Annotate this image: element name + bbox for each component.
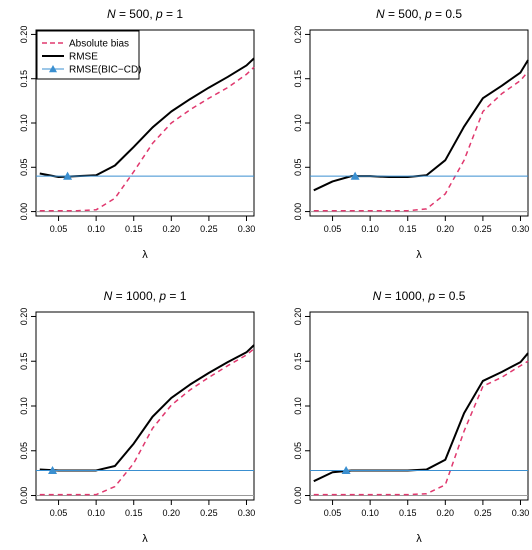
legend-entry-rmse: RMSE [69, 52, 98, 63]
y-tick-label: 0.10 [19, 397, 29, 415]
x-tick-label: 0.25 [474, 508, 492, 518]
x-tick-label: 0.05 [50, 508, 68, 518]
x-tick-label: 0.15 [399, 224, 417, 234]
x-tick-label: 0.30 [238, 508, 256, 518]
plot-frame [309, 29, 529, 217]
series-rmse-line [39, 344, 255, 472]
y-tick-label: 0.10 [19, 114, 29, 132]
legend-entry-rmse-bic-cd: RMSE(BIC−CD) [69, 65, 142, 76]
panel-3: N = 1000, p = 1 0.00 0.05 0.10 0.15 0.20 0.05 0… [19, 289, 255, 545]
panel-2: N = 500, p = 0.5 0.00 0.05 0.10 0.15 0.20 0.05… [293, 7, 529, 261]
y-tick-label: 0.20 [293, 26, 303, 44]
series-absolute-bias-line [313, 71, 529, 212]
y-tick-label: 0.05 [19, 442, 29, 460]
x-axis-label: λ [416, 249, 422, 261]
x-axis-label: λ [142, 533, 148, 545]
legend-marker [49, 65, 57, 73]
series-rmse-bic-cd-marker [63, 171, 73, 180]
x-tick-label: 0.15 [125, 224, 143, 234]
x-tick-label: 0.05 [324, 224, 342, 234]
series-absolute-bias-line [39, 66, 255, 212]
y-tick-label: 0.00 [19, 487, 29, 505]
x-tick-label: 0.25 [200, 224, 218, 234]
y-tick-label: 0.15 [19, 70, 29, 88]
y-tick-label: 0.05 [293, 159, 303, 177]
x-axis-label: λ [142, 249, 148, 261]
x-tick-label: 0.30 [512, 508, 530, 518]
y-tick-label: 0.20 [19, 26, 29, 44]
panel-4: N = 1000, p = 0.5 0.00 0.05 0.10 0.15 0.20 0.0… [293, 289, 529, 545]
y-tick-label: 0.10 [293, 114, 303, 132]
panel-title: N = 1000, p = 1 [104, 289, 187, 303]
y-tick-label: 0.05 [19, 159, 29, 177]
panel-1: N = 500, p = 1 0.00 0.05 0.10 0.15 0.20 0.05 0.… [19, 7, 255, 261]
x-tick-label: 0.15 [125, 508, 143, 518]
x-tick-label: 0.20 [437, 224, 455, 234]
y-tick-label: 0.00 [293, 487, 303, 505]
x-tick-label: 0.05 [324, 508, 342, 518]
plot-frame [35, 311, 255, 501]
x-tick-label: 0.30 [238, 224, 256, 234]
series-absolute-bias-line [313, 360, 529, 496]
y-tick-label: 0.20 [19, 308, 29, 326]
y-tick-label: 0.15 [293, 352, 303, 370]
panel-title: N = 500, p = 0.5 [376, 7, 462, 21]
y-tick-label: 0.10 [293, 397, 303, 415]
x-axis-label: λ [416, 533, 422, 545]
y-tick-label: 0.00 [293, 203, 303, 221]
series-rmse-line [313, 59, 529, 192]
x-tick-label: 0.20 [163, 224, 181, 234]
x-tick-label: 0.20 [437, 508, 455, 518]
y-tick-label: 0.20 [293, 308, 303, 326]
series-rmse-line [313, 352, 529, 483]
x-tick-label: 0.25 [200, 508, 218, 518]
x-tick-label: 0.10 [361, 224, 379, 234]
x-tick-label: 0.15 [399, 508, 417, 518]
y-tick-label: 0.15 [19, 352, 29, 370]
series-rmse-bic-cd-marker [350, 171, 360, 180]
y-tick-label: 0.05 [293, 442, 303, 460]
legend: Absolute bias RMSE RMSE(BIC−CD) [36, 30, 142, 80]
panel-title: N = 500, p = 1 [107, 7, 183, 21]
x-tick-label: 0.05 [50, 224, 68, 234]
y-tick-label: 0.15 [293, 70, 303, 88]
x-tick-label: 0.10 [87, 508, 105, 518]
x-tick-label: 0.20 [163, 508, 181, 518]
x-tick-label: 0.30 [512, 224, 530, 234]
series-rmse-bic-cd-marker [341, 465, 351, 475]
panel-title: N = 1000, p = 0.5 [373, 289, 466, 303]
y-tick-label: 0.00 [19, 203, 29, 221]
x-tick-label: 0.10 [87, 224, 105, 234]
series-rmse-bic-cd-marker [48, 465, 58, 475]
legend-entry-absolute-bias: Absolute bias [69, 39, 129, 50]
x-tick-label: 0.10 [361, 508, 379, 518]
series-absolute-bias-line [39, 348, 255, 496]
x-tick-label: 0.25 [474, 224, 492, 234]
